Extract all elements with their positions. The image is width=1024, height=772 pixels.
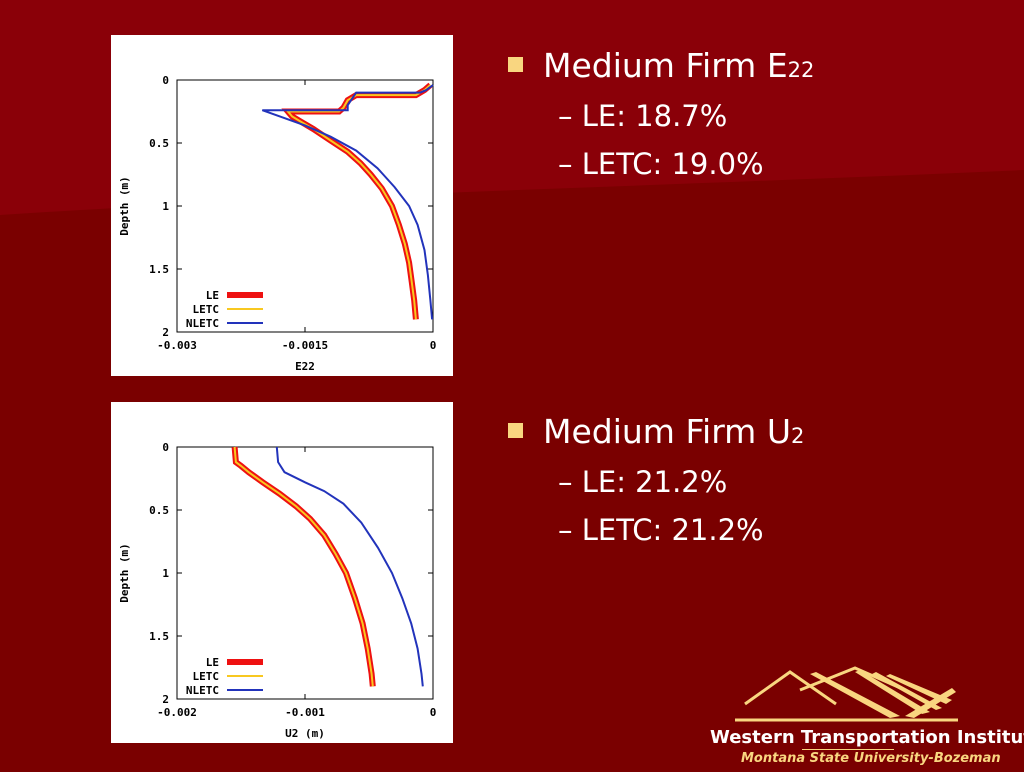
x-tick-label: -0.0015 — [282, 339, 328, 352]
y-tick-label: 0.5 — [149, 137, 169, 150]
y-tick-label: 1.5 — [149, 630, 169, 643]
y-tick-label: 2 — [162, 693, 169, 706]
chart-e22-panel: 0 0.5 1 1.5 2 -0.003 -0.0015 0 E22 Depth (m) LE LET… — [111, 35, 453, 376]
legend-label-letc: LETC — [193, 303, 220, 316]
chart-u2: 0 0.5 1 1.5 2-0.002 -0.001 0 U2 (m) Depth (m) LEL… — [118, 441, 437, 740]
bullet-heading-text: Medium Firm U — [543, 412, 791, 451]
wti-logo: Western Transportation Institute Montana… — [690, 660, 1024, 768]
bullet-heading: Medium Firm E 22 — [508, 44, 814, 92]
mountain-road-icon — [735, 666, 958, 722]
series-line-letc — [233, 446, 374, 687]
bullet-heading-subscript: 22 — [787, 58, 815, 82]
series-line-nletc — [261, 84, 434, 320]
y-tick-label: 1 — [162, 567, 169, 580]
series-line-le — [281, 82, 433, 320]
x-axis-label: U2 (m) — [285, 727, 325, 740]
y-axis-label: Depth (m) — [118, 176, 131, 236]
legend-label-nletc: NLETC — [186, 684, 219, 697]
bullet-square-icon — [508, 57, 523, 72]
legend-label-le: LE — [206, 289, 219, 302]
y-tick-label: 1.5 — [149, 263, 169, 276]
y-tick-label: 0 — [162, 441, 169, 454]
y-tick-label: 1 — [162, 200, 169, 213]
x-tick-label: 0 — [430, 339, 437, 352]
sub-bullet-le: – LE: 21.2% — [558, 465, 728, 499]
chart-e22: 0 0.5 1 1.5 2-0.003 -0.0015 0 E22 Depth (m) LELET… — [118, 74, 437, 373]
bullet-heading-subscript: 2 — [790, 424, 805, 448]
sub-bullet-letc: – LETC: 21.2% — [558, 513, 764, 547]
bullet-heading-text: Medium Firm E — [543, 46, 788, 85]
bullet-square-icon — [508, 423, 523, 438]
sub-bullet-le: – LE: 18.7% — [558, 99, 728, 133]
y-axis-label: Depth (m) — [118, 543, 131, 603]
series-line-nletc — [275, 446, 424, 687]
y-tick-label: 0.5 — [149, 504, 169, 517]
series-line-letc — [285, 84, 432, 320]
chart-u2-panel: 0 0.5 1 1.5 2 -0.002 -0.001 0 U2 (m) Depth (m) LE L… — [111, 402, 453, 743]
series-line-le — [231, 446, 376, 687]
y-tick-label: 2 — [162, 326, 169, 339]
y-tick-label: 0 — [162, 74, 169, 87]
logo-subtitle: Montana State University-Bozeman — [741, 751, 1001, 766]
x-axis-label: E22 — [295, 360, 315, 373]
legend-label-nletc: NLETC — [186, 317, 219, 330]
legend-label-le: LE — [206, 656, 219, 669]
sub-bullet-letc: – LETC: 19.0% — [558, 147, 764, 181]
x-tick-label: -0.002 — [157, 706, 197, 719]
x-tick-label: 0 — [430, 706, 437, 719]
logo-title: Western Transportation Institute — [710, 727, 1024, 748]
x-tick-label: -0.003 — [157, 339, 197, 352]
bullet-group-e22: Medium Firm E 22 – LE: 18.7% – LETC: 19.0… — [508, 44, 814, 188]
logo-divider — [802, 749, 894, 750]
legend-label-letc: LETC — [193, 670, 220, 683]
x-tick-label: -0.001 — [285, 706, 325, 719]
